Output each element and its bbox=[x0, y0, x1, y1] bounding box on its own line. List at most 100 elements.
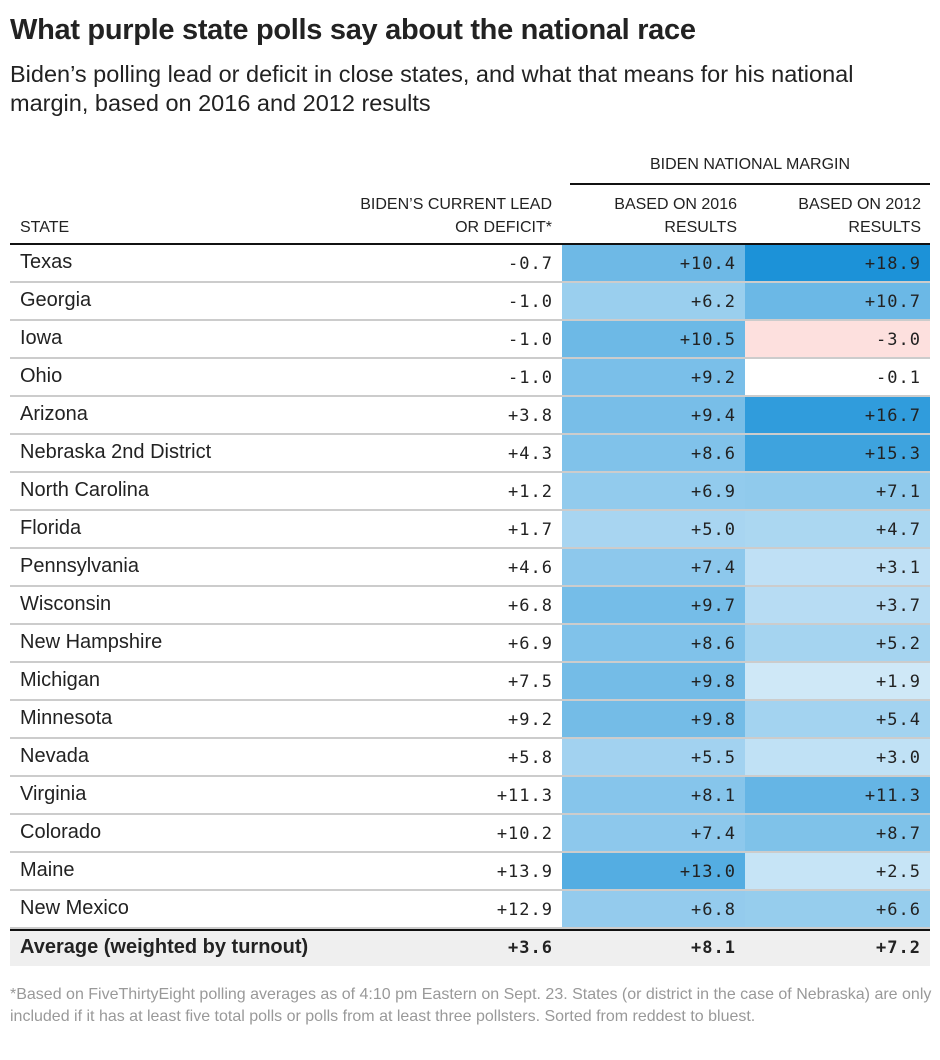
table-row: Arizona +3.8 +9.4 +16.7 bbox=[10, 397, 930, 435]
margin-2012: +5.4 bbox=[745, 701, 930, 737]
margin-2016: +10.4 bbox=[562, 245, 745, 281]
table-row: Nebraska 2nd District +4.3 +8.6 +15.3 bbox=[10, 435, 930, 473]
margin-2012: +11.3 bbox=[745, 777, 930, 813]
margin-2016: +8.6 bbox=[562, 625, 745, 661]
margin-2012: +15.3 bbox=[745, 435, 930, 471]
current-lead: +3.8 bbox=[508, 406, 553, 426]
current-lead: +1.7 bbox=[508, 520, 553, 540]
table-row: New Mexico +12.9 +6.8 +6.6 bbox=[10, 891, 930, 929]
margin-2016: +13.0 bbox=[562, 853, 745, 889]
chart-subtitle: Biden’s polling lead or deficit in close… bbox=[10, 61, 854, 116]
margin-2016: +9.8 bbox=[562, 663, 745, 699]
table-row: Minnesota +9.2 +9.8 +5.4 bbox=[10, 701, 930, 739]
current-lead: +12.9 bbox=[496, 900, 553, 920]
margin-2012: +16.7 bbox=[745, 397, 930, 433]
margin-2012: +3.0 bbox=[745, 739, 930, 775]
table-row: Virginia +11.3 +8.1 +11.3 bbox=[10, 777, 930, 815]
current-lead: -1.0 bbox=[508, 292, 553, 312]
margin-2012: +3.1 bbox=[745, 549, 930, 585]
state-name: North Carolina bbox=[20, 479, 149, 501]
margin-2016: +8.1 bbox=[562, 777, 745, 813]
state-name: Virginia bbox=[20, 783, 87, 805]
margin-2016: +6.9 bbox=[562, 473, 745, 509]
table-body: Texas -0.7 +10.4 +18.9 Georgia -1.0 +6.2 +10.7 I… bbox=[10, 245, 930, 929]
margin-2016: +8.6 bbox=[562, 435, 745, 471]
state-name: Texas bbox=[20, 251, 73, 273]
current-lead: +6.8 bbox=[508, 596, 553, 616]
current-lead: +5.8 bbox=[508, 748, 553, 768]
margin-2016: +10.5 bbox=[562, 321, 745, 357]
state-name: Minnesota bbox=[20, 707, 113, 729]
margin-2016: +7.4 bbox=[562, 549, 745, 585]
current-lead: +7.5 bbox=[508, 672, 553, 692]
margin-2012: +2.5 bbox=[745, 853, 930, 889]
margin-2012: +1.9 bbox=[745, 663, 930, 699]
current-lead: +4.3 bbox=[508, 444, 553, 464]
table-row: Nevada +5.8 +5.5 +3.0 bbox=[10, 739, 930, 777]
state-name: Georgia bbox=[20, 289, 92, 311]
margin-2016: +6.8 bbox=[562, 891, 745, 927]
header-rule bbox=[10, 243, 930, 245]
state-name: Maine bbox=[20, 859, 75, 881]
current-lead: +13.9 bbox=[496, 862, 553, 882]
column-header-2012: BASED ON 2012 RESULTS bbox=[798, 196, 921, 236]
table-row: Pennsylvania +4.6 +7.4 +3.1 bbox=[10, 549, 930, 587]
margin-2016: +9.7 bbox=[562, 587, 745, 623]
current-lead: +4.6 bbox=[508, 558, 553, 578]
current-lead: +10.2 bbox=[496, 824, 553, 844]
margin-2016: +7.4 bbox=[562, 815, 745, 851]
table-row: Colorado +10.2 +7.4 +8.7 bbox=[10, 815, 930, 853]
margin-2012: -0.1 bbox=[745, 359, 930, 395]
table-row: Georgia -1.0 +6.2 +10.7 bbox=[10, 283, 930, 321]
margin-2012: +3.7 bbox=[745, 587, 930, 623]
state-name: Pennsylvania bbox=[20, 555, 139, 577]
state-name: Ohio bbox=[20, 365, 63, 387]
group-header-rule bbox=[570, 183, 930, 185]
current-lead: -1.0 bbox=[508, 330, 553, 350]
margin-2016: +9.2 bbox=[562, 359, 745, 395]
margin-2012: +18.9 bbox=[745, 245, 930, 281]
current-lead: +6.9 bbox=[508, 634, 553, 654]
average-2012: +7.2 bbox=[876, 938, 921, 958]
state-name: Arizona bbox=[20, 403, 88, 425]
state-name: Wisconsin bbox=[20, 593, 112, 615]
margin-2012: -3.0 bbox=[745, 321, 930, 357]
average-label: Average (weighted by turnout) bbox=[20, 936, 309, 958]
column-header-state: STATE bbox=[20, 219, 70, 236]
state-name: Colorado bbox=[20, 821, 102, 843]
state-name: New Hampshire bbox=[20, 631, 163, 653]
table-row: North Carolina +1.2 +6.9 +7.1 bbox=[10, 473, 930, 511]
average-row: Average (weighted by turnout) +3.6 +8.1 … bbox=[10, 929, 930, 966]
column-header-current: BIDEN’S CURRENT LEAD OR DEFICIT* bbox=[360, 196, 552, 236]
state-name: New Mexico bbox=[20, 897, 129, 919]
margin-2016: +6.2 bbox=[562, 283, 745, 319]
margin-2012: +10.7 bbox=[745, 283, 930, 319]
margin-2016: +5.5 bbox=[562, 739, 745, 775]
current-lead: +1.2 bbox=[508, 482, 553, 502]
margin-2012: +8.7 bbox=[745, 815, 930, 851]
table-row: Maine +13.9 +13.0 +2.5 bbox=[10, 853, 930, 891]
margin-2016: +9.4 bbox=[562, 397, 745, 433]
margin-2012: +7.1 bbox=[745, 473, 930, 509]
table-row: Ohio -1.0 +9.2 -0.1 bbox=[10, 359, 930, 397]
current-lead: -1.0 bbox=[508, 368, 553, 388]
average-2016: +8.1 bbox=[691, 938, 736, 958]
current-lead: +11.3 bbox=[496, 786, 553, 806]
group-header: BIDEN NATIONAL MARGIN bbox=[649, 156, 851, 173]
chart-title: What purple state polls say about the na… bbox=[10, 14, 696, 46]
table-row: Michigan +7.5 +9.8 +1.9 bbox=[10, 663, 930, 701]
current-lead: +9.2 bbox=[508, 710, 553, 730]
margin-2016: +5.0 bbox=[562, 511, 745, 547]
state-name: Michigan bbox=[20, 669, 101, 691]
footnote: *Based on FiveThirtyEight polling averag… bbox=[10, 986, 932, 1025]
state-name: Nebraska 2nd District bbox=[20, 441, 212, 463]
margin-2012: +6.6 bbox=[745, 891, 930, 927]
table-row: New Hampshire +6.9 +8.6 +5.2 bbox=[10, 625, 930, 663]
table-row: Florida +1.7 +5.0 +4.7 bbox=[10, 511, 930, 549]
state-name: Nevada bbox=[20, 745, 89, 767]
table-row: Iowa -1.0 +10.5 -3.0 bbox=[10, 321, 930, 359]
margin-2012: +5.2 bbox=[745, 625, 930, 661]
state-name: Florida bbox=[20, 517, 82, 539]
state-name: Iowa bbox=[20, 327, 63, 349]
